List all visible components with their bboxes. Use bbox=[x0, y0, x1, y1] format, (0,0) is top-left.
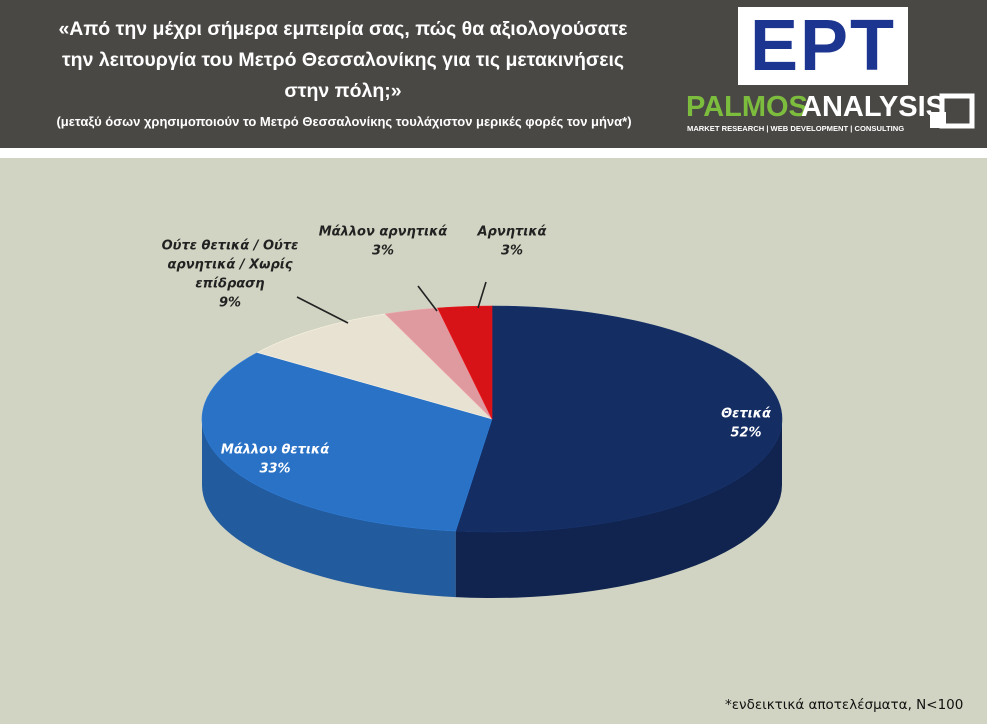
question-line: την λειτουργία του Μετρό Θεσσαλονίκης γι… bbox=[61, 49, 625, 71]
pie-labels: Θετικά 52% Μάλλον θετικά 33% Ούτε θετικά / Ο… bbox=[162, 225, 771, 477]
slice-label-line: 33% bbox=[259, 462, 290, 477]
question-subtitle: (μεταξύ όσων χρησιμοποιούν το Μετρό Θεσσ… bbox=[56, 114, 632, 129]
slice-label-line: επίδραση bbox=[195, 277, 264, 292]
pie-top bbox=[201, 305, 783, 533]
palmos-logo-tagline: MARKET RESEARCH | WEB DEVELOPMENT | CONS… bbox=[687, 124, 904, 133]
slice-label-line: Αρνητικά bbox=[476, 225, 546, 240]
ert-logo: ΕΡΤ bbox=[738, 6, 908, 86]
slice-μάλλον-θετικά-label: Μάλλον θετικά 33% bbox=[221, 443, 329, 477]
slice-ούτε-θετικά-ούτε-αρνητικά-χωρίς-επίδραση-top bbox=[256, 313, 493, 420]
pie-sides bbox=[202, 419, 782, 599]
slice-label-line: 52% bbox=[730, 426, 761, 441]
slice-θετικά-side bbox=[455, 419, 782, 599]
slice-label-line: Μάλλον αρνητικά bbox=[319, 225, 448, 240]
slice-μάλλον-θετικά-side bbox=[202, 419, 456, 598]
pie-chart: Θετικά 52% Μάλλον θετικά 33% Ούτε θετικά / Ο… bbox=[162, 225, 783, 599]
slice-label-line: αρνητικά / Χωρίς bbox=[167, 258, 292, 273]
question-line: στην πόλη;» bbox=[284, 80, 402, 102]
slice-ούτε-θετικά-ούτε-αρνητικά-χωρίς-επίδραση-label: Ούτε θετικά / Ούτε αρνητικά / Χωρίς επίδρα… bbox=[162, 239, 299, 311]
slice-θετικά-label: Θετικά 52% bbox=[721, 407, 771, 441]
slice-αρνητικά-leader-line bbox=[477, 281, 487, 309]
question-line: «Από την μέχρι σήμερα εμπειρία σας, πώς … bbox=[58, 18, 628, 40]
pie-leaders bbox=[296, 281, 487, 324]
palmos-logo-part1: PALMOS bbox=[686, 91, 808, 123]
slice-label-line: 9% bbox=[219, 296, 241, 311]
palmos-analysis-logo: PALMOS ANALYSIS MARKET RESEARCH | WEB DE… bbox=[686, 91, 975, 133]
slice-label-line: 3% bbox=[372, 244, 394, 259]
slice-label-line: Ούτε θετικά / Ούτε bbox=[162, 239, 299, 254]
slice-label-line: Μάλλον θετικά bbox=[221, 443, 329, 458]
slice-label-line: Θετικά bbox=[721, 407, 771, 422]
palmos-square-icon bbox=[930, 93, 975, 129]
chart-area: Θετικά 52% Μάλλον θετικά 33% Ούτε θετικά / Ο… bbox=[0, 158, 987, 724]
question-title: «Από την μέχρι σήμερα εμπειρία σας, πώς … bbox=[8, 14, 678, 107]
slice-μάλλον-θετικά-top bbox=[201, 352, 493, 532]
slice-αρνητικά-top bbox=[437, 305, 493, 420]
palmos-logo-part2: ANALYSIS bbox=[801, 91, 945, 123]
ert-logo-text: ΕΡΤ bbox=[749, 6, 897, 86]
slice-αρνητικά-label: Αρνητικά 3% bbox=[476, 225, 546, 259]
header-banner: «Από την μέχρι σήμερα εμπειρία σας, πώς … bbox=[0, 0, 987, 148]
slice-label-line: 3% bbox=[501, 244, 523, 259]
footnote: *ενδεικτικά αποτελέσματα, Ν<100 bbox=[725, 697, 964, 713]
slice-ούτε-θετικά-ούτε-αρνητικά-χωρίς-επίδραση-leader-line bbox=[296, 296, 349, 324]
slice-μάλλον-αρνητικά-label: Μάλλον αρνητικά 3% bbox=[319, 225, 448, 259]
slice-θετικά-top bbox=[455, 305, 783, 533]
slice-μάλλον-αρνητικά-leader-line bbox=[417, 285, 438, 312]
